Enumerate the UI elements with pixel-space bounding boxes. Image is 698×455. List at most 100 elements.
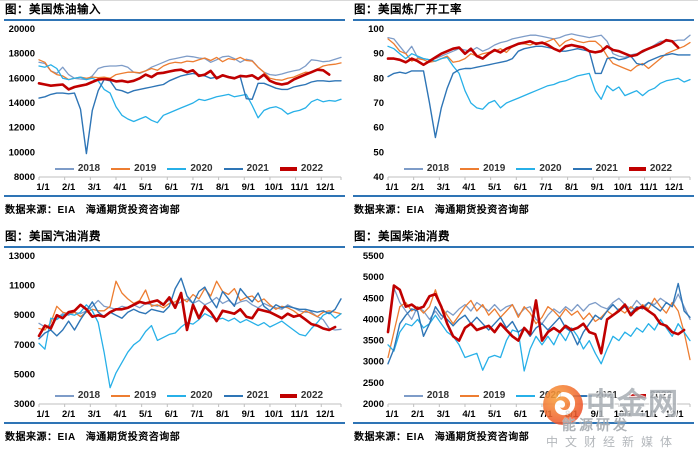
svg-text:4/1: 4/1	[113, 182, 127, 193]
svg-text:40: 40	[373, 172, 384, 183]
svg-text:10/1: 10/1	[614, 182, 633, 193]
svg-text:6/1: 6/1	[514, 182, 528, 193]
svg-text:6/1: 6/1	[165, 182, 179, 193]
svg-text:6/1: 6/1	[514, 409, 528, 420]
svg-text:1/1: 1/1	[36, 409, 50, 420]
svg-text:12/1: 12/1	[665, 409, 684, 420]
svg-text:5/1: 5/1	[139, 182, 153, 193]
svg-text:20000: 20000	[9, 24, 35, 35]
svg-text:7/1: 7/1	[539, 182, 553, 193]
svg-text:5000: 5000	[363, 272, 384, 283]
title-divider	[4, 246, 345, 248]
svg-text:8/1: 8/1	[565, 409, 579, 420]
svg-text:9/1: 9/1	[591, 182, 605, 193]
svg-text:8/1: 8/1	[216, 182, 230, 193]
svg-text:80: 80	[373, 73, 384, 84]
svg-text:60: 60	[373, 123, 384, 134]
svg-text:9000: 9000	[14, 310, 35, 321]
title-divider	[4, 19, 345, 21]
svg-text:100: 100	[368, 24, 384, 35]
svg-text:11/1: 11/1	[640, 409, 659, 420]
svg-text:90: 90	[373, 49, 384, 60]
svg-text:3/1: 3/1	[437, 409, 451, 420]
line-chart: 2000 2500 3000 3500 4000 4500 5000 5500 1/1 2/1 3/…	[363, 251, 691, 420]
svg-text:70: 70	[373, 98, 384, 109]
line-chart: 40 50 60 70 80 90 100 1/1 2/1 3/1 4/1 5/1 6/1 7/1 8/1 9…	[368, 24, 691, 193]
svg-text:2000: 2000	[363, 399, 384, 410]
svg-text:4500: 4500	[363, 293, 384, 304]
svg-text:10/1: 10/1	[614, 409, 633, 420]
svg-text:9/1: 9/1	[591, 409, 605, 420]
svg-text:2/1: 2/1	[411, 409, 425, 420]
svg-text:4000: 4000	[363, 314, 384, 325]
svg-text:11/1: 11/1	[291, 182, 310, 193]
svg-text:10/1: 10/1	[265, 409, 284, 420]
line-chart: 8000 10000 12000 14000 16000 18000 20000 1/1 2/1…	[9, 24, 342, 193]
svg-text:12/1: 12/1	[316, 409, 335, 420]
chart-title: 图：美国汽油消费	[5, 231, 101, 243]
svg-text:13000: 13000	[9, 251, 35, 262]
chart-title: 图：美国炼油输入	[5, 4, 101, 16]
data-source: 数据来源：EIA 海通期货投资咨询部	[353, 195, 694, 216]
svg-text:5/1: 5/1	[139, 409, 153, 420]
svg-text:11/1: 11/1	[291, 409, 310, 420]
title-divider	[353, 19, 694, 21]
svg-text:4/1: 4/1	[462, 182, 476, 193]
svg-text:5/1: 5/1	[488, 409, 502, 420]
svg-text:3/1: 3/1	[437, 182, 451, 193]
svg-text:12/1: 12/1	[316, 182, 335, 193]
data-source: 数据来源：EIA 海通期货投资咨询部	[4, 195, 345, 216]
svg-text:2/1: 2/1	[411, 182, 425, 193]
svg-text:11000: 11000	[9, 281, 35, 292]
svg-text:1/1: 1/1	[385, 409, 399, 420]
svg-text:7/1: 7/1	[539, 409, 553, 420]
svg-text:16000: 16000	[9, 73, 35, 84]
line-chart: 3000 5000 7000 9000 11000 13000 1/1 2/1 3/1 4/1 5/…	[9, 251, 342, 420]
chart-panel-diesel-consumption: 图：美国柴油消费 2000 2500 3000 3500 4000 4500 5000 550…	[349, 228, 698, 455]
svg-text:3/1: 3/1	[88, 182, 102, 193]
svg-text:8/1: 8/1	[216, 409, 230, 420]
svg-text:14000: 14000	[9, 98, 35, 109]
svg-text:5500: 5500	[363, 251, 384, 262]
svg-text:3/1: 3/1	[88, 409, 102, 420]
svg-text:1/1: 1/1	[36, 182, 50, 193]
svg-text:8/1: 8/1	[565, 182, 579, 193]
svg-text:11/1: 11/1	[640, 182, 659, 193]
chart-title: 图：美国柴油消费	[354, 231, 450, 243]
data-source: 数据来源：EIA 海通期货投资咨询部	[353, 422, 694, 443]
svg-text:2/1: 2/1	[62, 182, 76, 193]
svg-text:6/1: 6/1	[165, 409, 179, 420]
svg-text:10/1: 10/1	[265, 182, 284, 193]
svg-text:3000: 3000	[363, 357, 384, 368]
svg-text:50: 50	[373, 147, 384, 158]
svg-text:2/1: 2/1	[62, 409, 76, 420]
svg-text:5/1: 5/1	[488, 182, 502, 193]
chart-canvas: 3000 5000 7000 9000 11000 13000 1/1 2/1 3/1 4/1 5/…	[4, 250, 345, 420]
chart-canvas: 2000 2500 3000 3500 4000 4500 5000 5500 1/1 2/1 3/…	[353, 250, 694, 420]
data-source: 数据来源：EIA 海通期货投资咨询部	[4, 422, 345, 443]
svg-text:18000: 18000	[9, 49, 35, 60]
svg-text:5000: 5000	[14, 369, 35, 380]
chart-panel-refinery-input: 图：美国炼油输入 8000 10000 12000 14000 16000 18000 20…	[0, 1, 349, 228]
svg-text:7/1: 7/1	[190, 409, 204, 420]
svg-text:4/1: 4/1	[113, 409, 127, 420]
chart-canvas: 8000 10000 12000 14000 16000 18000 20000 1/1 2/1…	[4, 23, 345, 193]
svg-text:9/1: 9/1	[242, 409, 256, 420]
svg-text:8000: 8000	[14, 172, 35, 183]
svg-text:7/1: 7/1	[190, 182, 204, 193]
chart-panel-refinery-utilization: 图：美国炼厂开工率 40 50 60 70 80 90 100 1/1 2/1 3/1 4/1 5/1…	[349, 1, 698, 228]
chart-panel-gasoline-consumption: 图：美国汽油消费 3000 5000 7000 9000 11000 13000 1/1 2/…	[0, 228, 349, 455]
svg-text:12/1: 12/1	[665, 182, 684, 193]
svg-text:4/1: 4/1	[462, 409, 476, 420]
chart-title: 图：美国炼厂开工率	[354, 4, 462, 16]
svg-text:2500: 2500	[363, 378, 384, 389]
chart-canvas: 40 50 60 70 80 90 100 1/1 2/1 3/1 4/1 5/1 6/1 7/1 8/1 9…	[353, 23, 694, 193]
svg-text:3500: 3500	[363, 336, 384, 347]
svg-text:9/1: 9/1	[242, 182, 256, 193]
svg-text:1/1: 1/1	[385, 182, 399, 193]
svg-text:7000: 7000	[14, 340, 35, 351]
svg-text:12000: 12000	[9, 123, 35, 134]
svg-text:10000: 10000	[9, 147, 35, 158]
